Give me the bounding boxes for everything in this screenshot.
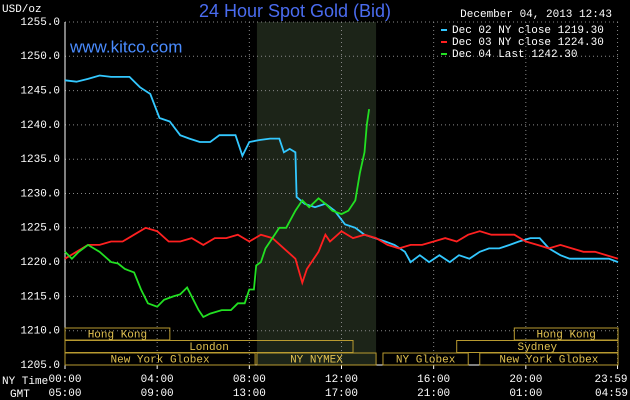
x2-tick-label: 01:00	[509, 388, 542, 400]
session-label: Hong Kong	[88, 329, 147, 341]
y-tick-label: 1205.0	[20, 360, 60, 372]
x-tick-label: 20:00	[509, 374, 542, 386]
x2-tick-label: 04:59	[595, 388, 628, 400]
highlight-band	[256, 22, 377, 365]
x2-tick-label: 09:00	[141, 388, 174, 400]
y-tick-label: 1245.0	[20, 86, 60, 98]
y-tick-label: 1240.0	[20, 120, 60, 132]
x2-axis-label: GMT	[10, 389, 30, 400]
x2-tick-label: 13:00	[233, 388, 266, 400]
x-tick-label: 23:59	[595, 374, 628, 386]
y-tick-label: 1230.0	[20, 188, 60, 200]
x-tick-label: 04:00	[141, 374, 174, 386]
y-tick-label: 1250.0	[20, 51, 60, 63]
session-box	[64, 352, 256, 366]
x2-tick-label: 05:00	[48, 388, 81, 400]
chart-title: 24 Hour Spot Gold (Bid)	[199, 1, 391, 21]
legend-label: Dec 04 Last 1242.30	[452, 49, 577, 61]
y-tick-label: 1210.0	[20, 326, 60, 338]
x-tick-label: 16:00	[417, 374, 450, 386]
legend-label: Dec 03 NY close 1224.30	[452, 37, 604, 49]
session-label: New York Globex	[111, 354, 210, 366]
legend-label: Dec 02 NY close 1219.30	[452, 25, 604, 37]
session-label: Hong Kong	[536, 329, 595, 341]
session-label: NY NYMEX	[290, 354, 343, 366]
x-tick-label: 08:00	[233, 374, 266, 386]
x-tick-label: 00:00	[48, 374, 81, 386]
y-tick-label: 1235.0	[20, 154, 60, 166]
y-tick-label: 1255.0	[20, 17, 60, 29]
y-tick-label: 1220.0	[20, 257, 60, 269]
x-tick-label: 12:00	[325, 374, 358, 386]
y-tick-label: 1215.0	[20, 291, 60, 303]
session-label: NY Globex	[396, 354, 456, 366]
session-box	[479, 352, 619, 366]
session-box	[382, 352, 469, 366]
x2-tick-label: 17:00	[325, 388, 358, 400]
session-label: London	[189, 342, 229, 354]
session-label: Sydney	[518, 342, 558, 354]
y-tick-label: 1225.0	[20, 223, 60, 235]
y-axis-label: USD/oz	[2, 4, 42, 16]
chart-date: December 04, 2013 12:43	[460, 9, 612, 21]
x2-tick-label: 21:00	[417, 388, 450, 400]
session-label: New York Globex	[499, 354, 598, 366]
series-line	[64, 108, 370, 319]
series-line	[64, 226, 619, 286]
session-box	[256, 352, 377, 366]
site-label: www.kitco.com	[69, 37, 182, 56]
x-axis-label: NY Time	[2, 376, 48, 388]
